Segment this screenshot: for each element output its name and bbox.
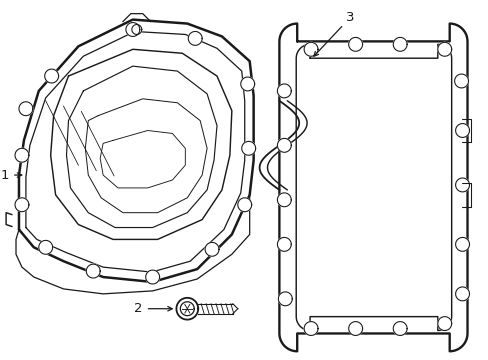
Polygon shape [454, 74, 468, 88]
Polygon shape [304, 321, 317, 336]
Polygon shape [277, 84, 291, 98]
Polygon shape [241, 141, 255, 155]
Polygon shape [44, 69, 59, 83]
Polygon shape [455, 123, 468, 138]
Polygon shape [86, 264, 100, 278]
Polygon shape [145, 270, 159, 284]
Polygon shape [204, 242, 219, 256]
Polygon shape [240, 77, 254, 91]
Text: 1: 1 [0, 168, 21, 181]
Polygon shape [277, 193, 291, 207]
Polygon shape [437, 317, 451, 330]
Text: 3: 3 [313, 10, 354, 56]
Text: 2: 2 [134, 302, 172, 315]
Polygon shape [437, 42, 451, 56]
Polygon shape [348, 321, 362, 336]
Polygon shape [188, 31, 202, 45]
Polygon shape [455, 238, 468, 251]
Polygon shape [39, 240, 53, 254]
Polygon shape [455, 287, 468, 301]
Polygon shape [277, 238, 291, 251]
Polygon shape [455, 178, 468, 192]
Polygon shape [126, 23, 140, 36]
Polygon shape [176, 298, 198, 320]
Polygon shape [19, 102, 33, 116]
Polygon shape [15, 198, 29, 212]
Polygon shape [392, 321, 407, 336]
Polygon shape [237, 198, 251, 212]
Polygon shape [15, 148, 29, 162]
Polygon shape [278, 292, 292, 306]
Polygon shape [348, 37, 362, 51]
Polygon shape [132, 24, 142, 35]
Polygon shape [304, 42, 317, 56]
Polygon shape [277, 138, 291, 152]
Polygon shape [392, 37, 407, 51]
